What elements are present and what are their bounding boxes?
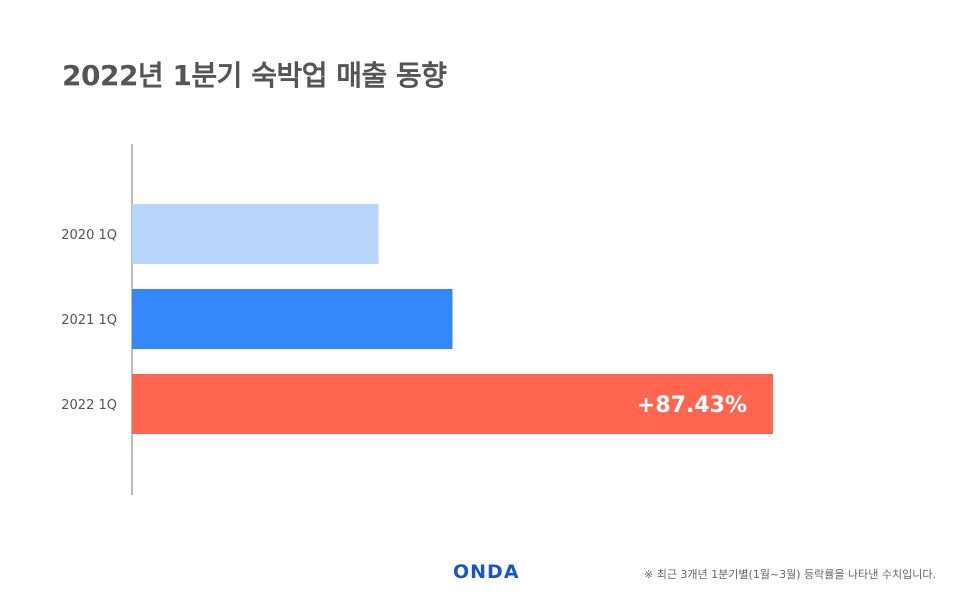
bar-2022-1q: [132, 374, 773, 434]
labels-layer: 2020 1Q 2021 1Q 2022 1Q +87.43%: [61, 228, 747, 418]
category-label: 2021 1Q: [61, 313, 117, 328]
footnote: ※ 최근 3개년 1분기별(1월~3월) 등락률을 나타낸 수치입니다.: [643, 568, 936, 581]
onda-logo: ONDA: [453, 561, 520, 583]
category-label: 2022 1Q: [61, 398, 117, 413]
bar-data-label: +87.43%: [637, 393, 747, 418]
bar-2021-1q: [132, 289, 453, 349]
bars-layer: [132, 204, 773, 434]
bar-2020-1q: [132, 204, 379, 264]
chart-title: 2022년 1분기 숙박업 매출 동향: [62, 59, 447, 92]
category-label: 2020 1Q: [61, 228, 117, 243]
